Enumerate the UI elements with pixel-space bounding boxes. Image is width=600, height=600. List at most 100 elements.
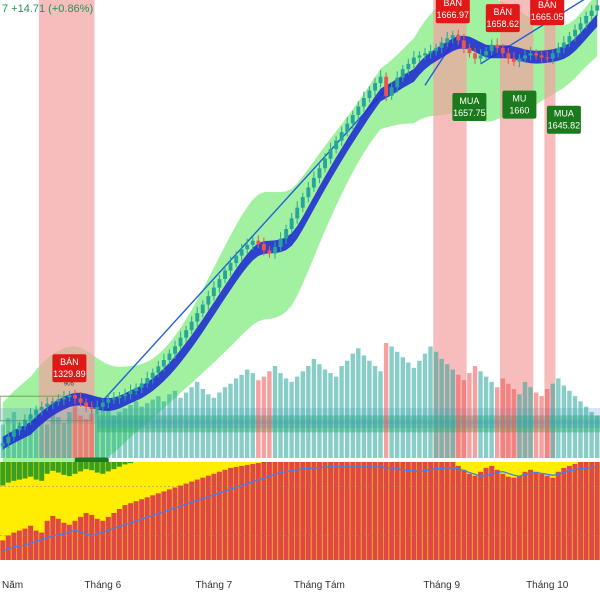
volume-bar — [306, 366, 311, 458]
volume-bar — [22, 427, 28, 458]
candle-body — [161, 360, 166, 367]
volume-bar — [395, 351, 400, 458]
candle-body — [378, 76, 383, 84]
candle-body — [567, 36, 572, 43]
candle-body — [117, 396, 122, 399]
signal-price: 1660 — [509, 106, 529, 116]
price-change-header: 7 +14.71 (+0.86%) — [2, 3, 93, 15]
indicator-bar — [505, 476, 511, 560]
candle-body — [445, 38, 450, 43]
indicator-bar — [289, 462, 295, 560]
volume-bar — [439, 358, 444, 458]
candle-body — [389, 87, 394, 96]
volume-bar — [200, 389, 205, 458]
candle-body — [239, 249, 244, 256]
signal-label: MUA — [459, 96, 479, 106]
indicator-bar — [550, 477, 556, 560]
volume-bar — [33, 409, 39, 458]
volume-bar — [578, 401, 583, 458]
indicator-bar — [339, 462, 345, 560]
indicator-bar — [116, 509, 122, 560]
indicator-bar — [189, 481, 195, 560]
indicator-bar — [433, 462, 439, 560]
indicator-bar-green — [89, 462, 95, 471]
sell-zone — [433, 0, 467, 458]
volume-bar — [289, 381, 294, 458]
indicator-bar — [216, 471, 222, 560]
candle-body — [123, 394, 127, 397]
volume-bar — [506, 383, 511, 458]
indicator-line — [2, 466, 598, 552]
sell-zone — [38, 0, 95, 458]
volume-bar — [61, 422, 67, 458]
volume-bar — [411, 367, 417, 458]
candle-body — [373, 83, 377, 91]
indicator-bar — [283, 462, 289, 560]
x-tick-label: Tháng 7 — [196, 580, 233, 591]
indicator-bar — [561, 467, 567, 560]
sell-zone — [544, 0, 556, 458]
candle-body — [173, 346, 177, 354]
volume-bar — [78, 415, 83, 458]
volume-bar — [317, 364, 322, 458]
volume-bar — [89, 413, 94, 458]
indicator-bar — [105, 516, 111, 560]
volume-bar — [322, 369, 328, 458]
candle-body — [167, 353, 172, 360]
signal-label: BÁN — [494, 7, 513, 17]
candle-body — [145, 378, 150, 384]
candle-body — [295, 207, 300, 219]
indicator-bar-green — [5, 462, 11, 483]
volume-bar — [133, 401, 139, 458]
candle-body — [423, 53, 427, 56]
indicator-bg — [0, 462, 600, 560]
volume-bar — [261, 376, 267, 458]
volume-bar — [545, 389, 550, 458]
volume-bar — [478, 371, 483, 458]
indicator-bar — [500, 473, 506, 560]
volume-bar — [139, 406, 144, 458]
candle-body — [89, 406, 94, 409]
candle-body — [28, 414, 33, 420]
indicator-bar — [572, 464, 578, 560]
indicator-bar — [366, 462, 372, 560]
signal-label: MUA — [554, 109, 574, 119]
signal-label: BÁN — [444, 0, 463, 8]
indicator-bar-green — [55, 462, 61, 473]
indicator-bar — [250, 464, 256, 560]
sell-signal-box — [485, 4, 520, 33]
indicator-bar — [444, 462, 450, 560]
volume-bar — [45, 424, 50, 458]
indicator-bar — [328, 462, 334, 560]
signal-label: BÁN — [60, 357, 79, 367]
candle-body — [39, 406, 44, 411]
indicator-bar — [300, 462, 306, 560]
indicator-bar — [100, 520, 106, 560]
candle-body — [256, 240, 261, 244]
indicator-bar — [422, 462, 428, 560]
indicator-bar — [44, 520, 50, 560]
indicator-bar — [472, 475, 478, 560]
volume-bar — [550, 383, 555, 458]
candle-body — [334, 140, 339, 150]
indicator-bar-green — [16, 462, 22, 480]
candle-body — [206, 296, 211, 305]
volume-bar — [378, 371, 383, 458]
candle-body — [589, 10, 594, 16]
candle-body — [128, 390, 133, 395]
volume-bar — [589, 412, 594, 458]
candle-body — [156, 366, 161, 373]
volume-bar — [106, 403, 111, 458]
indicator-bar — [294, 462, 300, 560]
volume-bar — [467, 373, 472, 458]
volume-bar — [150, 399, 155, 458]
volume-bar — [339, 366, 344, 458]
indicator-bar — [39, 532, 45, 560]
candle-body — [278, 238, 283, 248]
indicator-bar — [272, 462, 278, 560]
indicator-bar — [266, 462, 272, 560]
candle-body — [228, 263, 233, 271]
candle-body — [184, 330, 189, 338]
indicator-bar — [61, 522, 67, 560]
